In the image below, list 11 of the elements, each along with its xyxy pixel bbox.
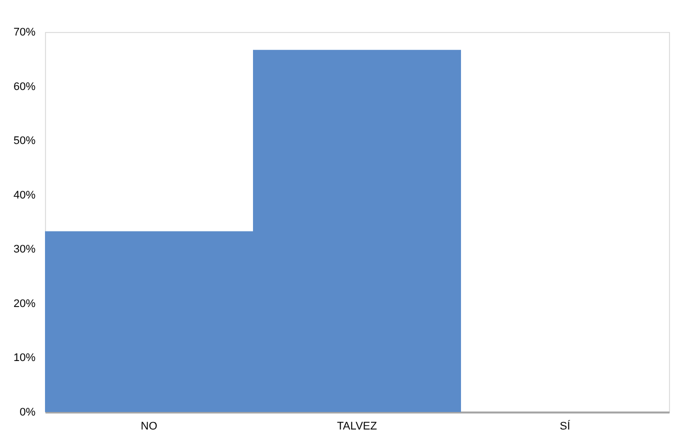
x-tick-label: SÍ	[560, 420, 572, 432]
x-tick-label: TALVEZ	[337, 420, 378, 432]
y-tick-label: 40%	[13, 189, 36, 202]
y-tick-label: 50%	[13, 135, 36, 148]
x-tick-label: NO	[140, 420, 158, 432]
y-tick-label: 70%	[13, 26, 36, 38]
y-tick-label: 10%	[13, 352, 36, 364]
y-tick-label: 60%	[13, 80, 36, 93]
y-tick-label: 0%	[20, 406, 36, 418]
y-tick-label: 30%	[13, 244, 36, 256]
y-tick-label: 20%	[13, 298, 36, 310]
